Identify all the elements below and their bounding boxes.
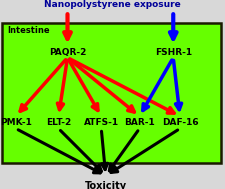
Text: Nanopolystyrene exposure: Nanopolystyrene exposure	[44, 0, 181, 9]
Text: PAQR-2: PAQR-2	[49, 48, 86, 57]
Text: Toxicity: Toxicity	[85, 181, 127, 189]
Text: PMK-1: PMK-1	[0, 118, 32, 127]
Text: ATFS-1: ATFS-1	[84, 118, 119, 127]
Text: BAR-1: BAR-1	[124, 118, 155, 127]
Text: DAF-16: DAF-16	[162, 118, 198, 127]
Text: FSHR-1: FSHR-1	[155, 48, 192, 57]
Text: ELT-2: ELT-2	[46, 118, 71, 127]
Text: Intestine: Intestine	[7, 26, 49, 36]
Bar	[2, 23, 220, 163]
